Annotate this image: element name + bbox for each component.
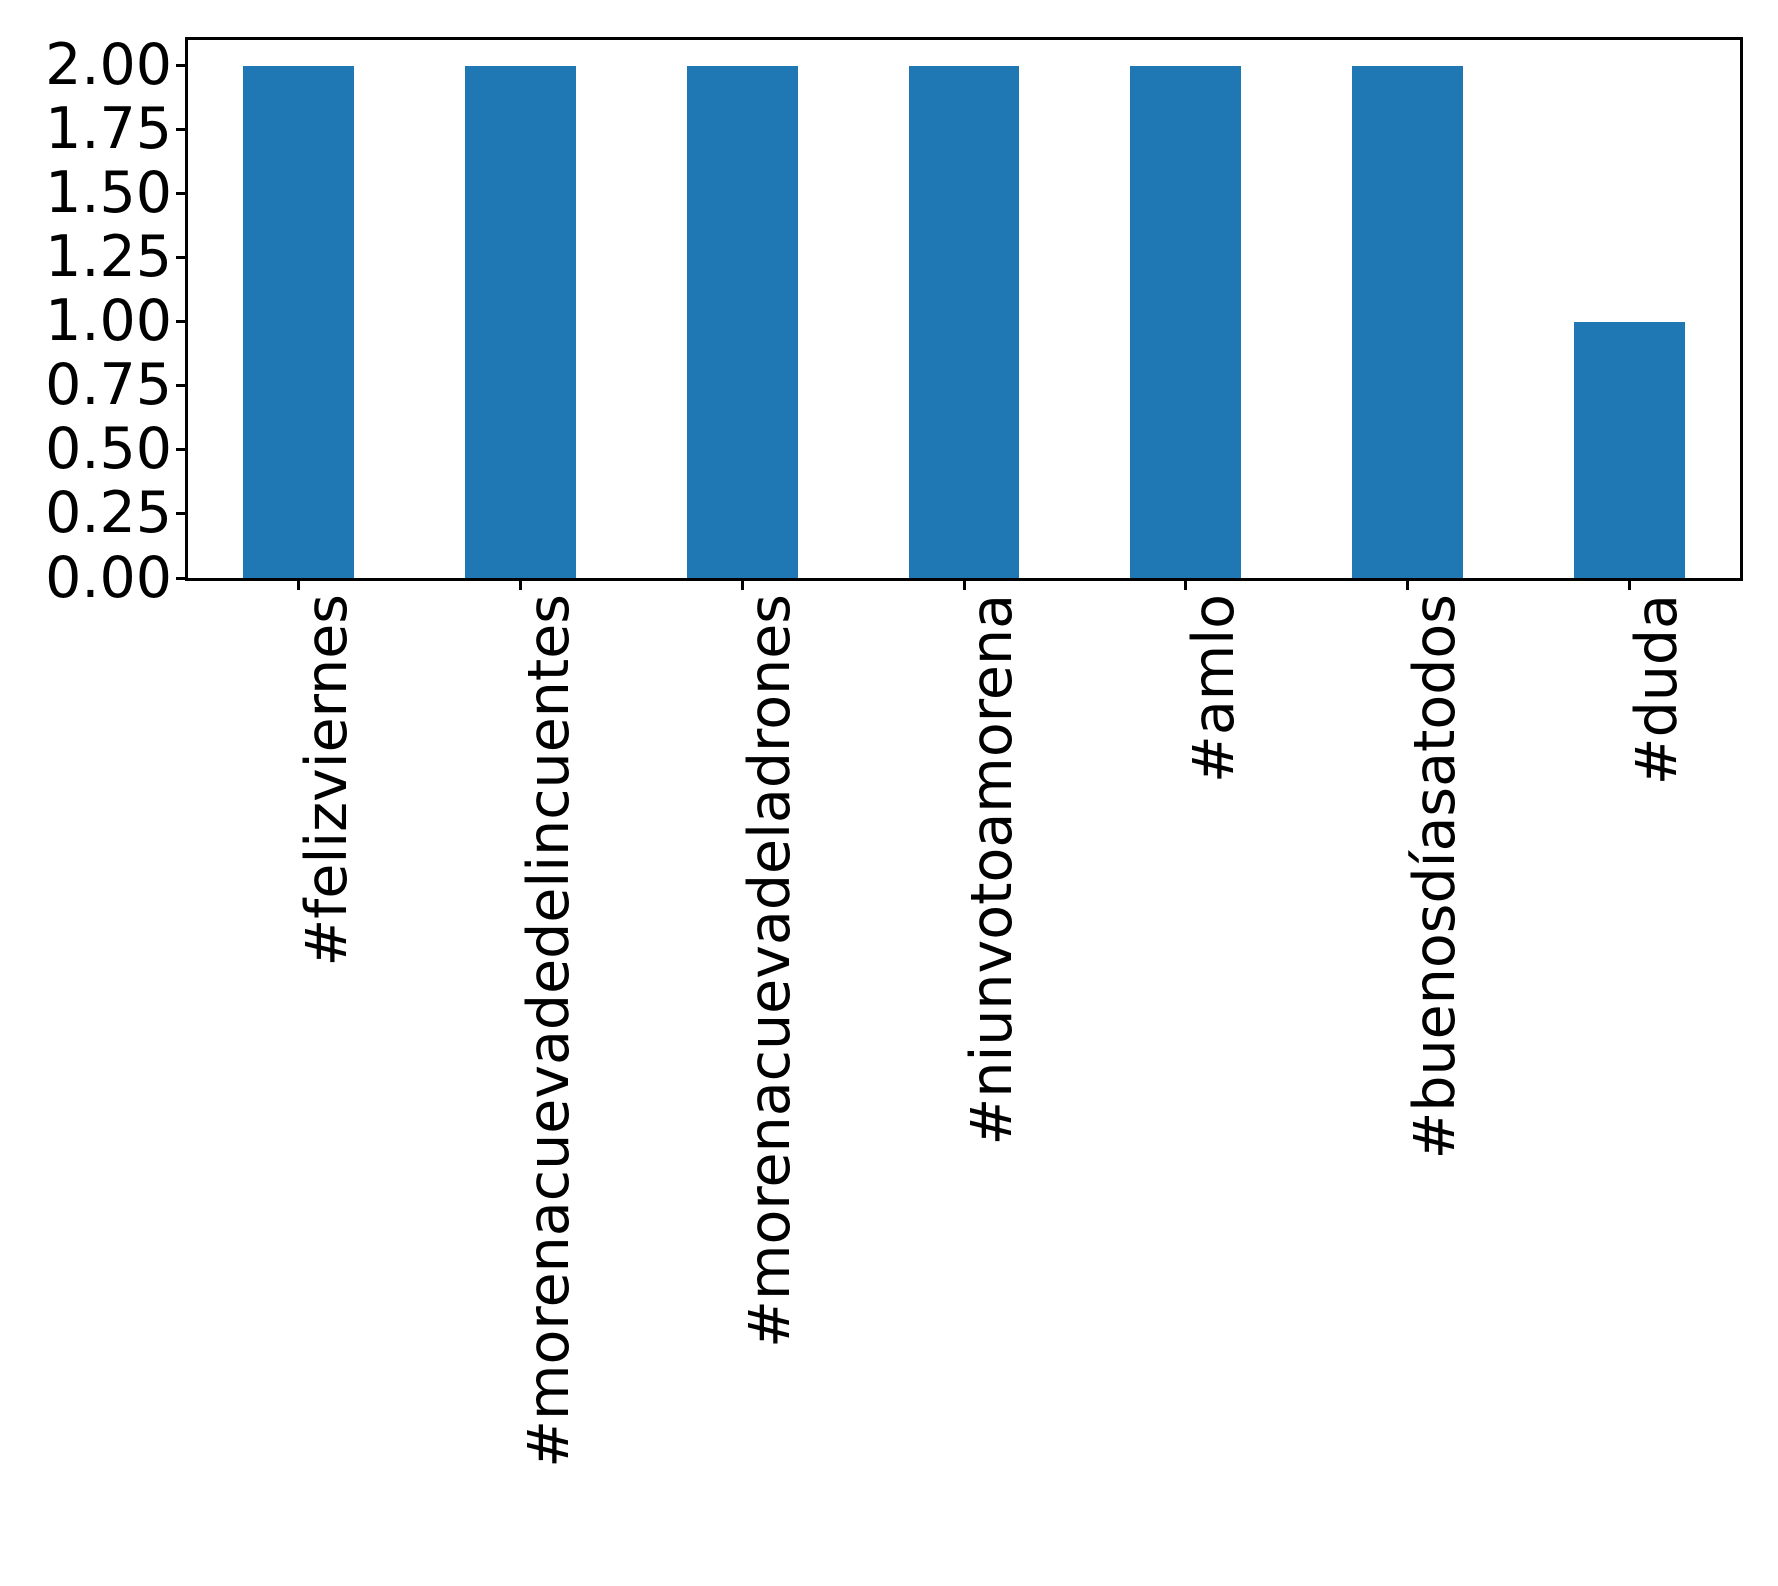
x-tick-mark xyxy=(1405,581,1409,590)
y-tick-mark xyxy=(176,64,185,68)
plot-area xyxy=(185,37,1743,581)
y-tick-label: 1.75 xyxy=(45,96,172,163)
x-tick-label: #buenosdíasatodos xyxy=(1402,594,1469,1160)
x-tick-mark xyxy=(519,581,523,590)
x-tick-label: #morenacuevadeladrones xyxy=(737,594,804,1348)
x-tick-label: #niunvotoamorena xyxy=(959,594,1025,1146)
y-tick-mark xyxy=(176,448,185,452)
x-tick-label: #duda xyxy=(1624,594,1691,786)
y-tick-label: 1.25 xyxy=(45,224,172,291)
y-tick-mark xyxy=(176,576,185,580)
y-tick-label: 0.00 xyxy=(45,544,172,611)
y-tick-label: 2.00 xyxy=(45,32,172,99)
bar-morenacuevadedelincuentes xyxy=(465,65,576,578)
y-tick-mark xyxy=(176,128,185,132)
y-tick-mark xyxy=(176,256,185,260)
x-tick-mark xyxy=(1627,581,1631,590)
y-tick-label: 0.75 xyxy=(45,352,172,419)
x-tick-label: #felizviernes xyxy=(293,594,360,967)
bar-morenacuevadeladrones xyxy=(686,65,798,578)
bar-duda xyxy=(1573,321,1685,578)
y-tick-mark xyxy=(176,320,185,324)
x-tick-mark xyxy=(1184,581,1188,590)
y-tick-label: 0.50 xyxy=(45,416,172,483)
x-tick-mark xyxy=(297,581,301,590)
bar-amlo xyxy=(1130,65,1242,578)
y-tick-label: 0.25 xyxy=(45,480,172,547)
y-tick-label: 1.50 xyxy=(45,160,172,227)
x-tick-label: #morenacuevadedelincuentes xyxy=(515,594,582,1468)
bar-felizviernes xyxy=(243,65,355,578)
bar-niunvotoamorena xyxy=(908,65,1020,578)
y-tick-mark xyxy=(176,384,185,388)
x-tick-mark xyxy=(740,581,744,590)
y-tick-label: 1.00 xyxy=(45,288,172,355)
x-tick-mark xyxy=(962,581,966,590)
y-tick-mark xyxy=(176,512,185,516)
bar-buenosdíasatodos xyxy=(1352,65,1463,578)
x-tick-label: #amlo xyxy=(1180,594,1247,783)
y-tick-mark xyxy=(176,192,185,196)
